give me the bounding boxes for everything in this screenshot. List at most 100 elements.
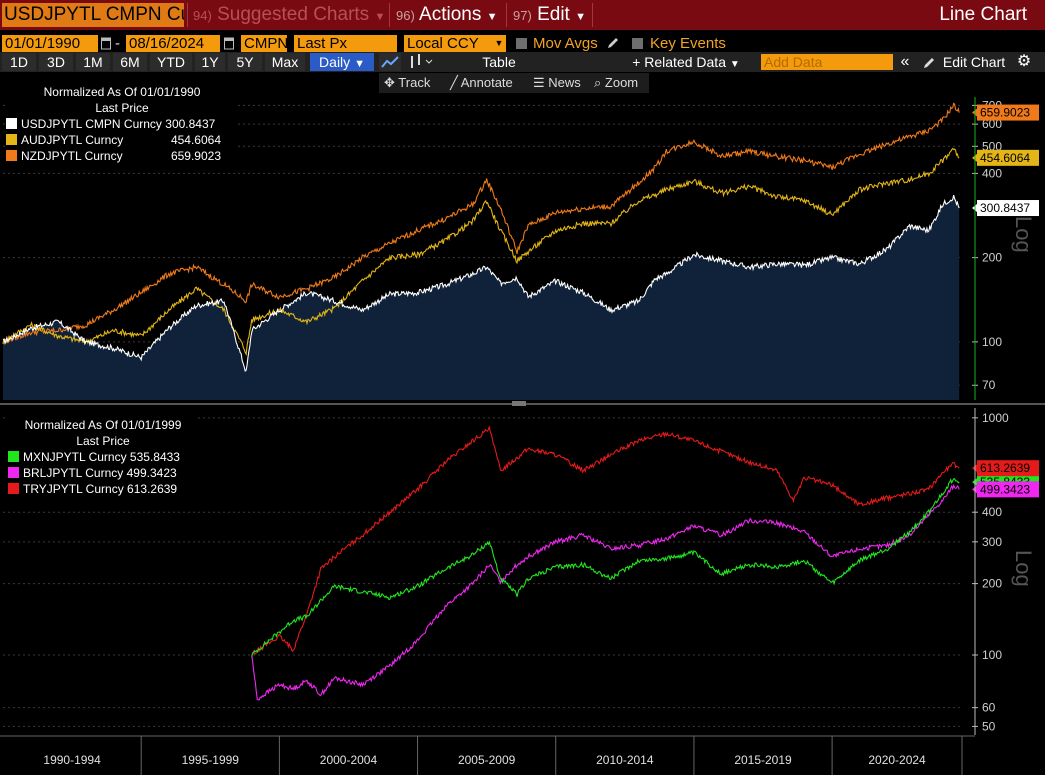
mov-avgs-checkbox[interactable]: [516, 38, 527, 49]
legend-swatch: [8, 483, 19, 494]
period-5y[interactable]: 5Y: [228, 53, 262, 71]
pencil-icon[interactable]: [923, 56, 936, 69]
legend-series-value: 659.9023: [170, 149, 221, 163]
period-ytd[interactable]: YTD: [150, 53, 192, 71]
lower-log-caption: Log: [1011, 550, 1036, 587]
legend-row-mxn[interactable]: MXNJPYTL Curncy 535.8433: [8, 449, 198, 465]
actions-label: Actions: [419, 4, 482, 25]
y-tick-label: 1000: [982, 411, 1009, 425]
legend-series-value: 613.2639: [127, 482, 178, 496]
menu-divider: [187, 3, 188, 27]
end-date-field[interactable]: 08/16/2024: [126, 35, 220, 52]
field-selector[interactable]: Last Px: [294, 35, 397, 52]
series-line: [251, 478, 960, 657]
legend-row-brl[interactable]: BRLJPYTL Curncy 499.3423: [8, 465, 198, 481]
start-date-field[interactable]: 01/01/1990: [2, 35, 98, 52]
chart-frame: 1990-1994 1995-1999 2000-2004 2005-2009 2010…: [0, 97, 1045, 775]
annotate-icon: ╱: [450, 75, 458, 90]
frequency-selector[interactable]: Daily ▼: [310, 53, 374, 71]
chart-kind-title: Line Chart: [939, 4, 1027, 25]
legend-row-usd[interactable]: USDJPYTL CMPN Curncy 300.8437: [6, 116, 238, 132]
legend-row-nzd[interactable]: NZDJPYTL Curncy 659.9023: [6, 148, 238, 164]
period-3d[interactable]: 3D: [39, 53, 73, 71]
menu-divider: [389, 3, 390, 27]
legend-subtitle: Last Price: [95, 101, 149, 115]
actions-menu[interactable]: 96) Actions ▼: [396, 3, 498, 27]
period-max[interactable]: Max: [265, 53, 305, 71]
source-field[interactable]: CMPN: [241, 35, 287, 52]
legend-series-name: MXNJPYTL Curncy: [23, 450, 127, 464]
related-data-label: + Related Data: [632, 54, 726, 70]
zoom-label: Zoom: [604, 75, 639, 90]
chevron-down-icon[interactable]: ▼: [492, 35, 506, 52]
suggested-charts-label: Suggested Charts: [217, 4, 370, 25]
candle-chart-icon[interactable]: [406, 53, 434, 71]
date-separator: -: [115, 35, 120, 52]
last-value-label: 499.3423: [980, 482, 1030, 496]
currency-selector[interactable]: Local CCY: [404, 35, 492, 52]
legend-series-name: TRYJPYTL Curncy: [23, 482, 124, 496]
y-tick-label: 600: [982, 117, 1002, 131]
edit-menu[interactable]: 97) Edit ▼: [513, 3, 586, 27]
calendar-icon[interactable]: [101, 36, 111, 50]
x-tick-label: 2020-2024: [868, 753, 926, 767]
edit-chart-button[interactable]: Edit Chart: [942, 54, 1006, 70]
add-data-input[interactable]: Add Data: [761, 54, 893, 70]
y-tick-label: 70: [982, 378, 996, 392]
menu-divider: [592, 3, 593, 27]
edit-label: Edit: [537, 4, 570, 25]
line-chart-icon[interactable]: [379, 53, 401, 71]
edit-number: 97): [513, 8, 532, 23]
gear-icon[interactable]: ⚙: [1016, 53, 1032, 70]
last-value-badge: [977, 149, 1039, 166]
legend-swatch: [8, 467, 19, 478]
series-line: [251, 426, 960, 656]
related-data-menu[interactable]: + Related Data ▼: [624, 53, 748, 71]
collapse-icon[interactable]: «: [900, 53, 910, 70]
upper-log-caption: Log: [1011, 216, 1036, 253]
track-tool[interactable]: ✥ Track: [384, 74, 430, 92]
y-tick-label: 400: [982, 166, 1002, 180]
key-events-label[interactable]: Key Events: [650, 35, 726, 52]
zoom-tool[interactable]: ⌕ Zoom: [594, 74, 638, 92]
period-1m[interactable]: 1M: [76, 53, 110, 71]
upper-legend: Normalized As Of 01/01/1990 Last Price U…: [6, 84, 238, 164]
legend-swatch: [6, 134, 17, 145]
suggested-charts-menu[interactable]: 94) Suggested Charts ▼: [193, 3, 385, 27]
period-6m[interactable]: 6M: [113, 53, 147, 71]
legend-swatch: [8, 451, 19, 462]
period-1d[interactable]: 1D: [2, 53, 36, 71]
magnifier-icon: ⌕: [594, 75, 602, 90]
annotate-label: Annotate: [460, 75, 513, 90]
chevron-down-icon: ▼: [354, 58, 365, 70]
calendar-icon[interactable]: [224, 36, 234, 50]
annotate-tool[interactable]: ╱ Annotate: [450, 74, 513, 92]
mov-avgs-label[interactable]: Mov Avgs: [533, 35, 598, 52]
last-value-label: 454.6064: [980, 151, 1030, 165]
series-line: [251, 483, 960, 701]
upper-panel: 70100200400500600700300.8437454.6064659.…: [2, 98, 1039, 400]
last-value-label: 659.9023: [980, 106, 1030, 120]
lower-panel: 50 60 100 200 300 400 1000 535.8433 499.3423 613.…: [3, 411, 1039, 733]
y-tick-label: 100: [982, 335, 1002, 349]
last-value-label: 613.2639: [980, 461, 1030, 475]
legend-series-name: AUDJPYTL Curncy: [21, 133, 124, 147]
track-label: Track: [398, 75, 431, 90]
legend-row-aud[interactable]: AUDJPYTL Curncy 454.6064: [6, 132, 238, 148]
pencil-icon[interactable]: [606, 36, 620, 50]
key-events-checkbox[interactable]: [632, 38, 643, 49]
legend-series-name: NZDJPYTL Curncy: [21, 149, 123, 163]
legend-series-value: 499.3423: [126, 466, 177, 480]
period-1y[interactable]: 1Y: [195, 53, 225, 71]
ticker-field[interactable]: USDJPYTL CMPN Cur: [2, 3, 184, 27]
table-button[interactable]: Table: [482, 54, 516, 70]
legend-row-try[interactable]: TRYJPYTL Curncy 613.2639: [8, 481, 198, 497]
legend-series-name: USDJPYTL CMPN Curncy: [21, 117, 162, 131]
actions-number: 96): [396, 8, 415, 23]
legend-series-value: 300.8437: [165, 117, 216, 131]
news-label: News: [548, 75, 581, 90]
y-tick-label: 300: [982, 535, 1002, 549]
news-tool[interactable]: ☰ News: [533, 74, 581, 92]
last-value-label: 300.8437: [980, 201, 1030, 215]
